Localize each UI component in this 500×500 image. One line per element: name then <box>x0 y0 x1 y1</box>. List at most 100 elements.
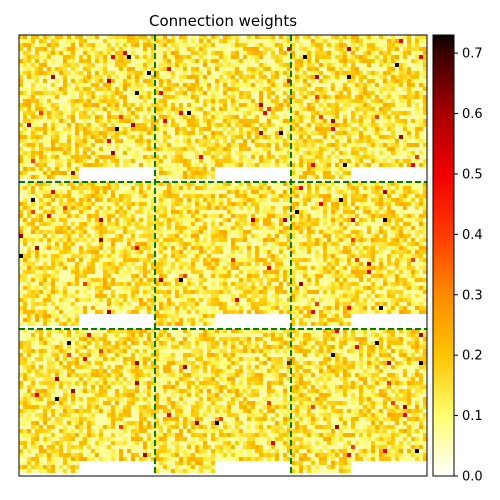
heatmap-cell <box>195 214 199 218</box>
heatmap-cell <box>227 99 231 103</box>
heatmap-cell <box>383 43 387 47</box>
heatmap-cell <box>347 55 351 59</box>
heatmap-cell <box>287 186 291 190</box>
heatmap-cell <box>187 87 191 91</box>
heatmap-cell <box>123 234 127 238</box>
heatmap-cell <box>123 59 127 63</box>
heatmap-cell <box>255 95 259 99</box>
heatmap-cell <box>279 127 283 131</box>
heatmap-cell <box>195 171 199 175</box>
heatmap-cell <box>31 190 35 194</box>
heatmap-cell <box>75 302 79 306</box>
heatmap-cell <box>87 290 91 294</box>
heatmap-cell <box>19 206 23 210</box>
heatmap-cell <box>247 111 251 115</box>
heatmap-cell <box>87 123 91 127</box>
heatmap-cell <box>83 111 87 115</box>
heatmap-cell <box>19 119 23 123</box>
heatmap-cell <box>67 35 71 39</box>
heatmap-cell <box>295 63 299 67</box>
heatmap-cell <box>387 55 391 59</box>
heatmap-cell <box>151 135 155 139</box>
heatmap-cell <box>107 298 111 302</box>
heatmap-cell <box>75 55 79 59</box>
heatmap-cell <box>283 147 287 151</box>
heatmap-cell <box>103 127 107 131</box>
heatmap-cell <box>335 63 339 67</box>
heatmap-cell <box>171 167 175 171</box>
heatmap-cell <box>27 71 31 75</box>
heatmap-cell <box>91 55 95 59</box>
heatmap-cell <box>131 75 135 79</box>
heatmap-cell <box>167 135 171 139</box>
heatmap-cell <box>351 119 355 123</box>
heatmap-cell <box>211 131 215 135</box>
heatmap-cell <box>283 127 287 131</box>
heatmap-cell <box>127 115 131 119</box>
heatmap-cell <box>415 87 419 91</box>
heatmap-cell <box>19 202 23 206</box>
heatmap-cell <box>63 139 67 143</box>
heatmap-cell <box>243 39 247 43</box>
heatmap-cell <box>119 67 123 71</box>
heatmap-cell <box>359 75 363 79</box>
heatmap-cell <box>283 35 287 39</box>
heatmap-cell <box>375 75 379 79</box>
heatmap-cell <box>239 83 243 87</box>
heatmap-cell <box>107 91 111 95</box>
heatmap-cell <box>251 43 255 47</box>
heatmap-cell <box>103 226 107 230</box>
heatmap-cell <box>27 155 31 159</box>
heatmap-cell <box>159 186 163 190</box>
heatmap-cell <box>239 186 243 190</box>
heatmap-cell <box>55 147 59 151</box>
heatmap-cell <box>199 175 203 179</box>
heatmap-cell <box>371 59 375 63</box>
heatmap-cell <box>135 51 139 55</box>
heatmap-cell <box>27 75 31 79</box>
heatmap-cell <box>215 115 219 119</box>
heatmap-cell <box>127 79 131 83</box>
heatmap-cell <box>211 186 215 190</box>
heatmap-cell <box>163 155 167 159</box>
heatmap-cell <box>279 63 283 67</box>
heatmap-cell <box>75 322 79 326</box>
heatmap-cell <box>331 131 335 135</box>
heatmap-cell <box>23 282 27 286</box>
heatmap-cell <box>107 310 111 314</box>
heatmap-cell <box>51 246 55 250</box>
heatmap-cell <box>355 67 359 71</box>
heatmap-cell <box>123 186 127 190</box>
heatmap-cell <box>223 87 227 91</box>
heatmap-cell <box>363 159 367 163</box>
heatmap-cell <box>223 71 227 75</box>
heatmap-cell <box>243 123 247 127</box>
heatmap-cell <box>227 127 231 131</box>
heatmap-cell <box>399 127 403 131</box>
heatmap-cell <box>251 210 255 214</box>
heatmap-cell <box>251 67 255 71</box>
heatmap-cell <box>359 39 363 43</box>
heatmap-cell <box>227 51 231 55</box>
heatmap-cell <box>23 155 27 159</box>
heatmap-cell <box>155 143 159 147</box>
heatmap-cell <box>203 35 207 39</box>
heatmap-cell <box>239 67 243 71</box>
heatmap-cell <box>107 258 111 262</box>
heatmap-cell <box>127 234 131 238</box>
heatmap-cell <box>131 198 135 202</box>
heatmap-cell <box>23 95 27 99</box>
heatmap-cell <box>139 298 143 302</box>
heatmap-cell <box>367 155 371 159</box>
heatmap-cell <box>175 71 179 75</box>
heatmap-cell <box>423 147 427 151</box>
heatmap-cell <box>351 71 355 75</box>
heatmap-cell <box>55 242 59 246</box>
heatmap-cell <box>283 55 287 59</box>
heatmap-cell <box>19 167 23 171</box>
heatmap-cell <box>35 99 39 103</box>
heatmap-cell <box>151 79 155 83</box>
heatmap-cell <box>247 119 251 123</box>
heatmap-cell <box>67 63 71 67</box>
heatmap-cell <box>199 103 203 107</box>
